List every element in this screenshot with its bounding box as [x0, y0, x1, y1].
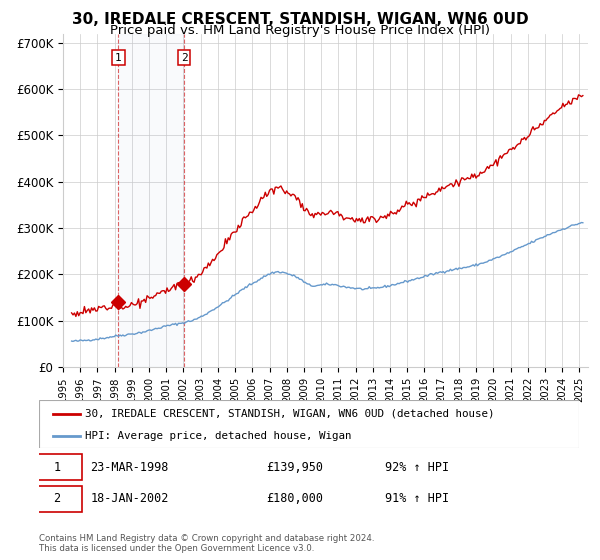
- Text: 92% ↑ HPI: 92% ↑ HPI: [385, 460, 449, 474]
- Text: 91% ↑ HPI: 91% ↑ HPI: [385, 492, 449, 506]
- Text: £180,000: £180,000: [266, 492, 323, 506]
- Text: 1: 1: [53, 460, 61, 474]
- FancyBboxPatch shape: [31, 454, 82, 480]
- Text: 18-JAN-2002: 18-JAN-2002: [90, 492, 169, 506]
- Text: 30, IREDALE CRESCENT, STANDISH, WIGAN, WN6 0UD: 30, IREDALE CRESCENT, STANDISH, WIGAN, W…: [71, 12, 529, 27]
- Text: Contains HM Land Registry data © Crown copyright and database right 2024.
This d: Contains HM Land Registry data © Crown c…: [39, 534, 374, 553]
- Text: 1: 1: [115, 53, 122, 63]
- Text: Price paid vs. HM Land Registry's House Price Index (HPI): Price paid vs. HM Land Registry's House …: [110, 24, 490, 37]
- Text: £139,950: £139,950: [266, 460, 323, 474]
- Text: HPI: Average price, detached house, Wigan: HPI: Average price, detached house, Wiga…: [85, 431, 352, 441]
- Text: 23-MAR-1998: 23-MAR-1998: [90, 460, 169, 474]
- Text: 2: 2: [181, 53, 188, 63]
- FancyBboxPatch shape: [31, 486, 82, 512]
- Text: 2: 2: [53, 492, 61, 506]
- Text: 30, IREDALE CRESCENT, STANDISH, WIGAN, WN6 0UD (detached house): 30, IREDALE CRESCENT, STANDISH, WIGAN, W…: [85, 409, 494, 419]
- Bar: [118, 34, 184, 367]
